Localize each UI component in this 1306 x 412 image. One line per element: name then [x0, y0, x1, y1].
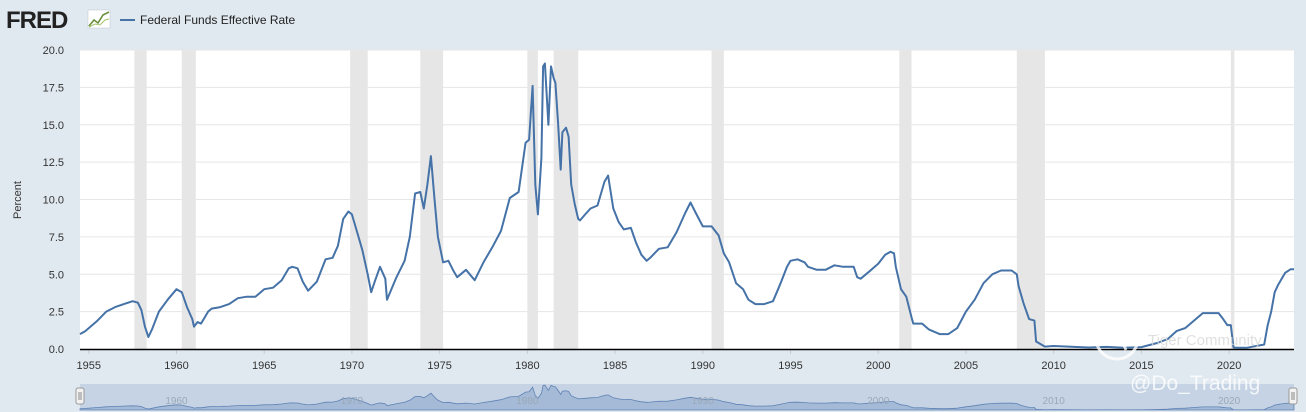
fred-logo[interactable]: FRED — [6, 7, 69, 34]
x-axis-ticks: 1955 1960 1965 1970 1975 1980 1985 1990 1995 2000… — [77, 349, 1241, 372]
series-lines — [79, 62, 1294, 349]
x-tick-label: 1975 — [427, 360, 451, 372]
y-tick-label: 17.5 — [43, 82, 64, 94]
x-tick-label: 1960 — [164, 360, 188, 372]
navigator-left-handle[interactable] — [75, 387, 85, 405]
legend-label[interactable]: Federal Funds Effective Rate — [140, 13, 296, 27]
navigator-year-label: 2020 — [1218, 396, 1241, 407]
x-tick-label: 1965 — [252, 360, 276, 372]
y-tick-label: 0.0 — [49, 344, 64, 356]
navigator-year-label: 1960 — [165, 396, 188, 407]
watermark-community: Tiger Community — [1148, 332, 1262, 349]
x-tick-label: 1955 — [77, 360, 101, 372]
navigator-labels: 1960 1970 1980 1990 2000 2010 2020 — [165, 396, 1240, 407]
y-tick-label: 15.0 — [43, 120, 64, 132]
navigator-year-label: 1980 — [516, 396, 539, 407]
tiger-logo-icon — [1094, 315, 1140, 361]
watermark-handle: @Do_Trading — [1130, 372, 1260, 395]
x-tick-label: 2005 — [954, 360, 978, 372]
y-axis-ticks: 0.0 2.5 5.0 7.5 10.0 12.5 15.0 17.5 20.0 — [43, 45, 64, 356]
x-tick-label: 1995 — [778, 360, 802, 372]
watermark: Tiger Community @Do_Trading — [1094, 315, 1262, 395]
gridlines — [80, 49, 1294, 313]
y-tick-label: 2.5 — [49, 307, 64, 319]
navigator-right-handle[interactable] — [1288, 387, 1298, 405]
y-tick-label: 10.0 — [43, 195, 64, 207]
navigator-year-label: 2010 — [1043, 396, 1066, 407]
y-tick-label: 5.0 — [49, 269, 64, 281]
x-tick-label: 2020 — [1217, 360, 1241, 372]
chart-header: FRED Federal Funds Effective Rate — [6, 7, 296, 34]
y-axis-label: Percent — [12, 181, 24, 219]
y-tick-label: 7.5 — [49, 232, 64, 244]
navigator-year-label: 1970 — [341, 396, 364, 407]
navigator-year-label: 2000 — [867, 396, 890, 407]
y-tick-label: 20.0 — [43, 45, 64, 57]
x-tick-label: 2015 — [1129, 360, 1153, 372]
x-tick-label: 1970 — [340, 360, 364, 372]
x-tick-label: 1990 — [691, 360, 715, 372]
navigator-series — [79, 384, 1295, 411]
navigator-year-label: 1990 — [692, 396, 715, 407]
y-tick-label: 12.5 — [43, 157, 64, 169]
series-line-fed-funds — [79, 62, 1294, 349]
x-tick-label: 2000 — [866, 360, 890, 372]
x-tick-label: 1985 — [603, 360, 627, 372]
x-tick-label: 1980 — [515, 360, 539, 372]
range-navigator[interactable]: 1960 1970 1980 1990 2000 2010 2020 — [75, 384, 1298, 411]
x-tick-label: 2010 — [1041, 360, 1065, 372]
fred-chart-icon — [87, 9, 111, 29]
